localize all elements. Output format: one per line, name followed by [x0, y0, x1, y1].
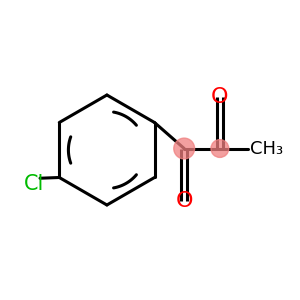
Circle shape [211, 140, 229, 158]
Text: CH₃: CH₃ [250, 140, 284, 158]
Text: Cl: Cl [24, 174, 44, 194]
Text: O: O [211, 86, 229, 106]
Text: O: O [176, 190, 193, 211]
Circle shape [174, 138, 195, 159]
